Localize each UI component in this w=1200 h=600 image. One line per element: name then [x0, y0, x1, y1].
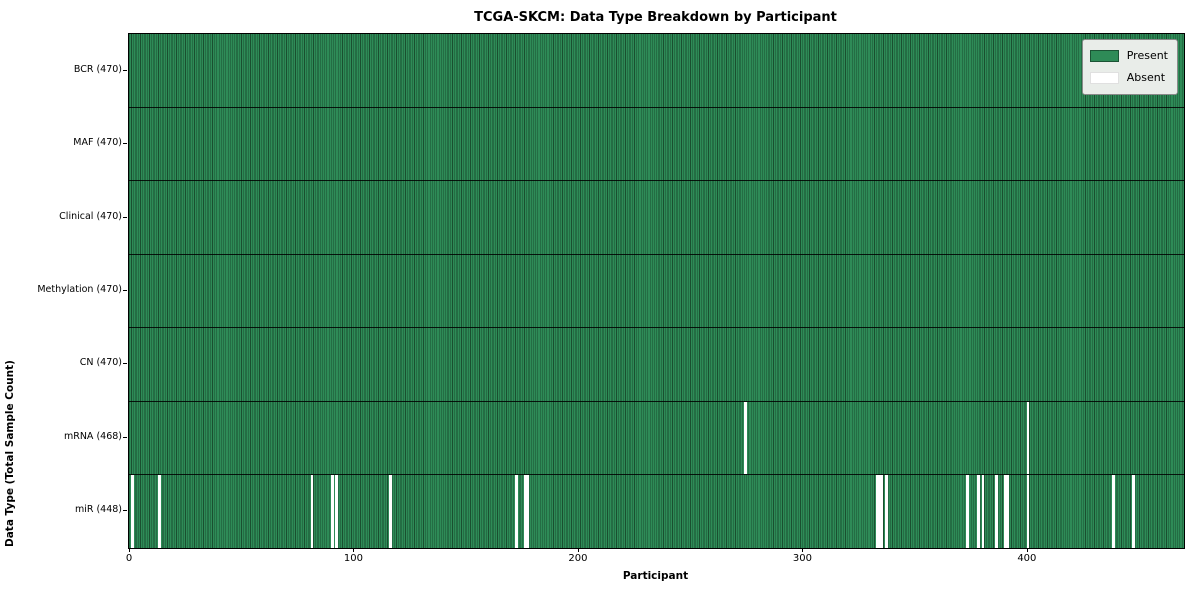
absent-gap: [1026, 475, 1030, 549]
y-tick-mark: [123, 363, 127, 365]
legend-absent-label: Absent: [1126, 71, 1166, 84]
heatmap-row-mrna: [129, 400, 1184, 475]
absent-gap: [743, 401, 747, 475]
heatmap-row-maf: [129, 106, 1184, 181]
legend-present-label: Present: [1126, 49, 1168, 62]
absent-gap: [1006, 475, 1010, 549]
x-tick-label: 400: [1017, 553, 1037, 564]
heatmap-row-clinical: [129, 180, 1184, 254]
heatmap-row-mir: [129, 474, 1184, 549]
absent-gap: [310, 475, 314, 549]
y-tick-mark: [123, 290, 127, 291]
absent-gap: [1132, 475, 1135, 549]
heatmap-row-cn: [129, 327, 1184, 401]
x-tick-mark: [1026, 548, 1028, 552]
absent-gap: [335, 475, 338, 549]
y-tick-mark: [123, 216, 127, 218]
y-tick-mark: [123, 436, 127, 438]
plot-area: Present Absent: [128, 33, 1185, 549]
absent-gap: [885, 475, 888, 549]
chart-title: TCGA-SKCM: Data Type Breakdown by Partic…: [474, 10, 837, 25]
absent-gap: [880, 475, 884, 549]
absent-gap: [878, 475, 882, 549]
legend-entry-present: Present: [1089, 46, 1168, 66]
absent-gap: [977, 475, 980, 549]
y-tick-label: Methylation (470): [37, 284, 122, 295]
y-tick-mark: [123, 510, 127, 512]
y-tick-label: MAF (470): [73, 137, 122, 149]
absent-gap: [965, 475, 969, 549]
y-tick-label: BCR (470): [73, 63, 122, 75]
y-tick-label: Clinical (470): [59, 210, 122, 222]
absent-gap: [523, 475, 527, 549]
absent-gap: [1026, 401, 1030, 475]
heatmap-row-methylation: [129, 253, 1184, 328]
x-tick-label: 200: [568, 553, 588, 564]
y-tick-label: CN (470): [79, 357, 122, 369]
absent-gap: [981, 475, 985, 549]
y-tick-label: miR (448): [74, 504, 122, 516]
absent-gap: [526, 475, 529, 549]
absent-gap: [330, 475, 334, 549]
absent-gap: [514, 475, 518, 549]
absent-gap: [995, 475, 998, 549]
absent-gap: [876, 475, 879, 549]
x-tick-label: 0: [125, 553, 133, 564]
y-tick-mark: [123, 69, 127, 71]
x-tick-label: 300: [792, 553, 812, 564]
absent-gap: [130, 475, 134, 549]
legend-present-swatch: [1089, 50, 1119, 62]
legend: Present Absent: [1081, 39, 1178, 95]
absent-gap: [157, 475, 161, 549]
heatmap-row-bcr: [129, 34, 1184, 107]
absent-gap: [389, 475, 392, 549]
x-axis-label: Participant: [622, 570, 689, 582]
x-tick-label: 100: [343, 553, 363, 564]
absent-gap: [1111, 475, 1115, 549]
y-tick-label: mRNA (468): [63, 430, 122, 442]
x-tick-mark: [577, 548, 579, 552]
x-tick-mark: [353, 548, 355, 552]
absent-gap: [1004, 475, 1007, 549]
x-tick-mark: [802, 548, 804, 552]
legend-absent-swatch: [1089, 72, 1119, 84]
x-tick-mark: [129, 548, 130, 552]
legend-entry-absent: Absent: [1089, 68, 1168, 88]
y-tick-mark: [123, 143, 127, 145]
